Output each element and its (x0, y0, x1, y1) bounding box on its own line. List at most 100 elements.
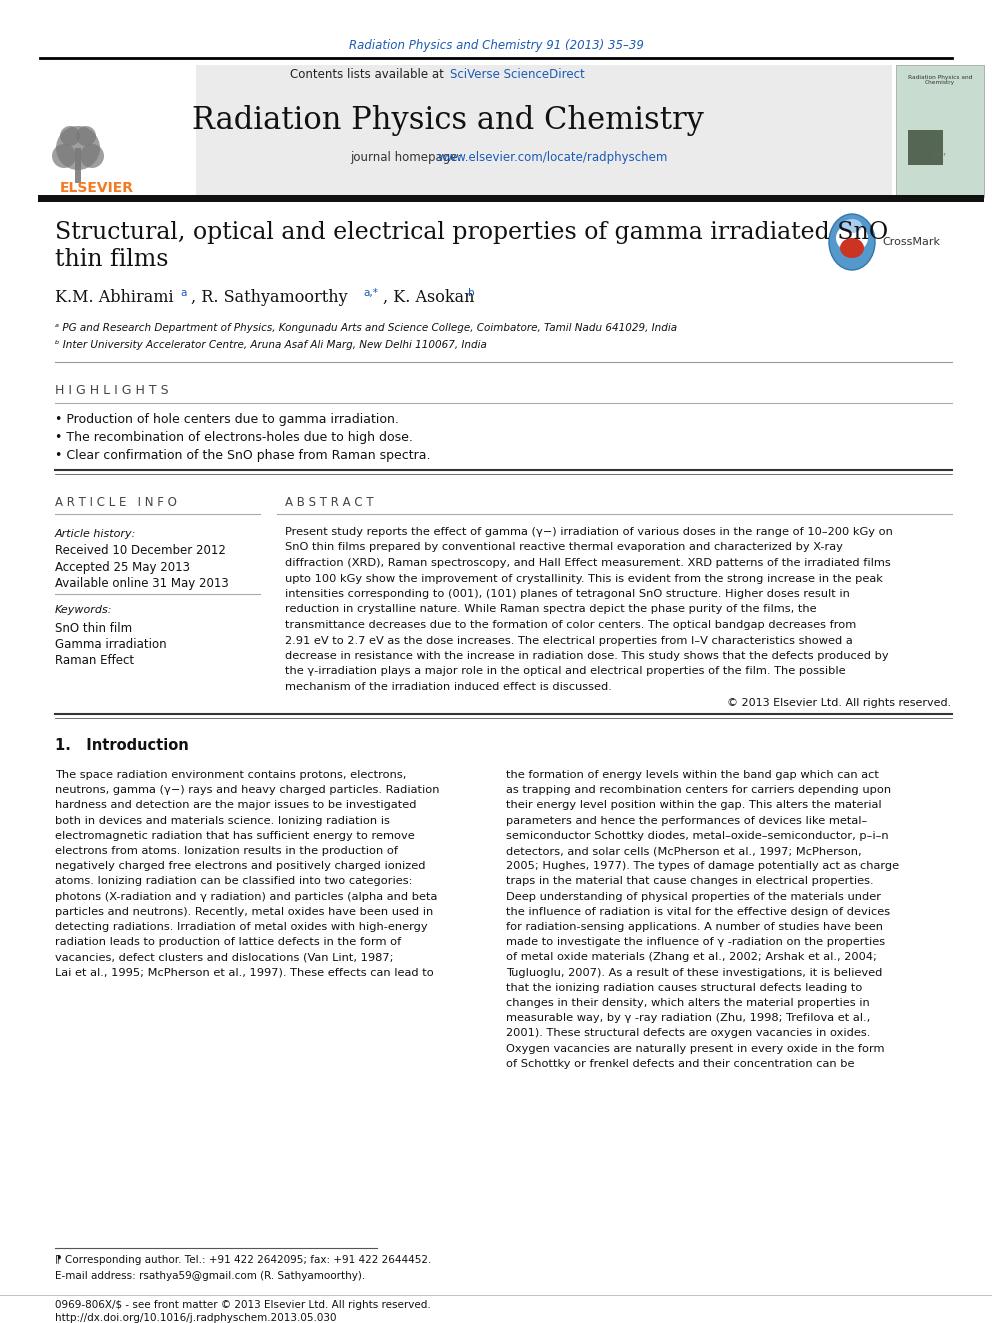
Text: Structural, optical and electrical properties of gamma irradiated SnO: Structural, optical and electrical prope… (55, 221, 888, 243)
Text: Radiation Physics and
Chemistry: Radiation Physics and Chemistry (908, 74, 972, 86)
Text: 2.91 eV to 2.7 eV as the dose increases. The electrical properties from I–V char: 2.91 eV to 2.7 eV as the dose increases.… (285, 635, 853, 646)
Text: of metal oxide materials (Zhang et al., 2002; Arshak et al., 2004;: of metal oxide materials (Zhang et al., … (506, 953, 877, 962)
Text: Deep understanding of physical properties of the materials under: Deep understanding of physical propertie… (506, 892, 881, 901)
Text: , R. Sathyamoorthy: , R. Sathyamoorthy (191, 288, 347, 306)
Text: traps in the material that cause changes in electrical properties.: traps in the material that cause changes… (506, 876, 874, 886)
Text: 2005; Hughes, 1977). The types of damage potentially act as charge: 2005; Hughes, 1977). The types of damage… (506, 861, 899, 872)
Text: detectors, and solar cells (McPherson et al., 1997; McPherson,: detectors, and solar cells (McPherson et… (506, 845, 862, 856)
Bar (908, 130, 943, 165)
Text: ⁋ Corresponding author. Tel.: +91 422 2642095; fax: +91 422 2644452.: ⁋ Corresponding author. Tel.: +91 422 26… (55, 1256, 432, 1265)
Text: their energy level position within the gap. This alters the material: their energy level position within the g… (506, 800, 882, 811)
Text: Article history:: Article history: (55, 529, 136, 538)
Text: Radiation Physics and Chemistry: Radiation Physics and Chemistry (192, 105, 704, 135)
Text: neutrons, gamma (γ−) rays and heavy charged particles. Radiation: neutrons, gamma (γ−) rays and heavy char… (55, 785, 439, 795)
Text: SciVerse ScienceDirect: SciVerse ScienceDirect (450, 69, 584, 82)
Text: a: a (180, 288, 186, 298)
Text: detecting radiations. Irradiation of metal oxides with high-energy: detecting radiations. Irradiation of met… (55, 922, 428, 931)
Text: , K. Asokan: , K. Asokan (383, 288, 474, 306)
FancyBboxPatch shape (38, 65, 196, 197)
Text: parameters and hence the performances of devices like metal–: parameters and hence the performances of… (506, 815, 867, 826)
Text: vacancies, defect clusters and dislocations (Van Lint, 1987;: vacancies, defect clusters and dislocati… (55, 953, 394, 962)
Text: Accepted 25 May 2013: Accepted 25 May 2013 (55, 561, 190, 573)
Text: Tugluoglu, 2007). As a result of these investigations, it is believed: Tugluoglu, 2007). As a result of these i… (506, 967, 882, 978)
Text: • The recombination of electrons-holes due to high dose.: • The recombination of electrons-holes d… (55, 431, 413, 445)
Text: • Production of hole centers due to gamma irradiation.: • Production of hole centers due to gamm… (55, 414, 399, 426)
Text: upto 100 kGy show the improvement of crystallinity. This is evident from the str: upto 100 kGy show the improvement of cry… (285, 573, 883, 583)
Text: Gamma irradiation: Gamma irradiation (55, 638, 167, 651)
Text: made to investigate the influence of γ -radiation on the properties: made to investigate the influence of γ -… (506, 937, 885, 947)
Ellipse shape (840, 238, 864, 258)
Text: K.M. Abhirami: K.M. Abhirami (55, 288, 174, 306)
Circle shape (52, 144, 76, 168)
Text: A B S T R A C T: A B S T R A C T (285, 496, 374, 508)
Text: the formation of energy levels within the band gap which can act: the formation of energy levels within th… (506, 770, 879, 781)
Text: The space radiation environment contains protons, electrons,: The space radiation environment contains… (55, 770, 407, 781)
Ellipse shape (829, 214, 875, 270)
Text: 2001). These structural defects are oxygen vacancies in oxides.: 2001). These structural defects are oxyg… (506, 1028, 870, 1039)
Text: atoms. Ionizing radiation can be classified into two categories:: atoms. Ionizing radiation can be classif… (55, 876, 413, 886)
Text: Received 10 December 2012: Received 10 December 2012 (55, 545, 226, 557)
Text: © 2013 Elsevier Ltd. All rights reserved.: © 2013 Elsevier Ltd. All rights reserved… (727, 699, 951, 708)
Text: SnO thin films prepared by conventional reactive thermal evaporation and charact: SnO thin films prepared by conventional … (285, 542, 843, 553)
Text: hardness and detection are the major issues to be investigated: hardness and detection are the major iss… (55, 800, 417, 811)
Text: Present study reports the effect of gamma (γ−) irradiation of various doses in t: Present study reports the effect of gamm… (285, 527, 893, 537)
Text: for radiation-sensing applications. A number of studies have been: for radiation-sensing applications. A nu… (506, 922, 883, 931)
Text: 0969-806X/$ - see front matter © 2013 Elsevier Ltd. All rights reserved.: 0969-806X/$ - see front matter © 2013 El… (55, 1301, 431, 1310)
Text: electrons from atoms. Ionization results in the production of: electrons from atoms. Ionization results… (55, 845, 398, 856)
Text: mechanism of the irradiation induced effect is discussed.: mechanism of the irradiation induced eff… (285, 681, 612, 692)
Text: diffraction (XRD), Raman spectroscopy, and Hall Effect measurement. XRD patterns: diffraction (XRD), Raman spectroscopy, a… (285, 558, 891, 568)
Text: http://dx.doi.org/10.1016/j.radphyschem.2013.05.030: http://dx.doi.org/10.1016/j.radphyschem.… (55, 1312, 336, 1323)
Text: of Schottky or frenkel defects and their concentration can be: of Schottky or frenkel defects and their… (506, 1058, 854, 1069)
Text: radiation leads to production of lattice defects in the form of: radiation leads to production of lattice… (55, 937, 401, 947)
Text: journal homepage:: journal homepage: (350, 152, 465, 164)
Text: Raman Effect: Raman Effect (55, 654, 134, 667)
Bar (75, 148, 81, 183)
FancyBboxPatch shape (896, 65, 984, 197)
Text: Keywords:: Keywords: (55, 605, 112, 615)
Text: ELSEVIER: ELSEVIER (60, 181, 134, 194)
Circle shape (60, 126, 80, 146)
Text: the influence of radiation is vital for the effective design of devices: the influence of radiation is vital for … (506, 906, 890, 917)
Text: ᵇ Inter University Accelerator Centre, Aruna Asaf Ali Marg, New Delhi 110067, In: ᵇ Inter University Accelerator Centre, A… (55, 340, 487, 351)
Text: Contents lists available at: Contents lists available at (291, 69, 448, 82)
Circle shape (80, 144, 104, 168)
Text: H I G H L I G H T S: H I G H L I G H T S (55, 384, 169, 397)
Text: • Clear confirmation of the SnO phase from Raman spectra.: • Clear confirmation of the SnO phase fr… (55, 450, 431, 463)
Text: as trapping and recombination centers for carriers depending upon: as trapping and recombination centers fo… (506, 785, 891, 795)
Text: A R T I C L E   I N F O: A R T I C L E I N F O (55, 496, 177, 508)
Text: electromagnetic radiation that has sufficient energy to remove: electromagnetic radiation that has suffi… (55, 831, 415, 841)
Text: a,*: a,* (363, 288, 378, 298)
Text: photons (X-radiation and γ radiation) and particles (alpha and beta: photons (X-radiation and γ radiation) an… (55, 892, 437, 901)
Circle shape (56, 126, 100, 169)
Text: changes in their density, which alters the material properties in: changes in their density, which alters t… (506, 998, 870, 1008)
Text: cover: cover (933, 152, 946, 157)
Text: particles and neutrons). Recently, metal oxides have been used in: particles and neutrons). Recently, metal… (55, 906, 434, 917)
Text: Lai et al., 1995; McPherson et al., 1997). These effects can lead to: Lai et al., 1995; McPherson et al., 1997… (55, 967, 434, 978)
Text: both in devices and materials science. Ionizing radiation is: both in devices and materials science. I… (55, 815, 390, 826)
Text: SnO thin film: SnO thin film (55, 622, 132, 635)
Ellipse shape (836, 224, 868, 251)
Text: decrease in resistance with the increase in radiation dose. This study shows tha: decrease in resistance with the increase… (285, 651, 889, 662)
Text: measurable way, by γ -ray radiation (Zhu, 1998; Trefilova et al.,: measurable way, by γ -ray radiation (Zhu… (506, 1013, 870, 1023)
Text: ᵃ PG and Research Department of Physics, Kongunadu Arts and Science College, Coi: ᵃ PG and Research Department of Physics,… (55, 323, 678, 333)
Text: 1.   Introduction: 1. Introduction (55, 737, 188, 753)
Text: Available online 31 May 2013: Available online 31 May 2013 (55, 577, 229, 590)
Text: semiconductor Schottky diodes, metal–oxide–semiconductor, p–i–n: semiconductor Schottky diodes, metal–oxi… (506, 831, 889, 841)
Text: transmittance decreases due to the formation of color centers. The optical bandg: transmittance decreases due to the forma… (285, 620, 856, 630)
Text: www.elsevier.com/locate/radphyschem: www.elsevier.com/locate/radphyschem (437, 152, 668, 164)
Bar (38, 194, 984, 202)
Text: CrossMark: CrossMark (882, 237, 940, 247)
Text: reduction in crystalline nature. While Raman spectra depict the phase purity of : reduction in crystalline nature. While R… (285, 605, 816, 614)
Text: the γ-irradiation plays a major role in the optical and electrical properties of: the γ-irradiation plays a major role in … (285, 667, 845, 676)
Text: Radiation Physics and Chemistry 91 (2013) 35–39: Radiation Physics and Chemistry 91 (2013… (348, 40, 644, 53)
Text: E-mail address: rsathya59@gmail.com (R. Sathyamoorthy).: E-mail address: rsathya59@gmail.com (R. … (55, 1271, 365, 1281)
Ellipse shape (842, 220, 862, 233)
Text: Oxygen vacancies are naturally present in every oxide in the form: Oxygen vacancies are naturally present i… (506, 1044, 885, 1053)
Circle shape (76, 126, 96, 146)
FancyBboxPatch shape (38, 65, 892, 197)
Text: b: b (468, 288, 474, 298)
Text: intensities corresponding to (001), (101) planes of tetragonal SnO structure. Hi: intensities corresponding to (001), (101… (285, 589, 850, 599)
Text: that the ionizing radiation causes structural defects leading to: that the ionizing radiation causes struc… (506, 983, 862, 992)
Text: thin films: thin films (55, 249, 169, 271)
Text: negatively charged free electrons and positively charged ionized: negatively charged free electrons and po… (55, 861, 426, 872)
